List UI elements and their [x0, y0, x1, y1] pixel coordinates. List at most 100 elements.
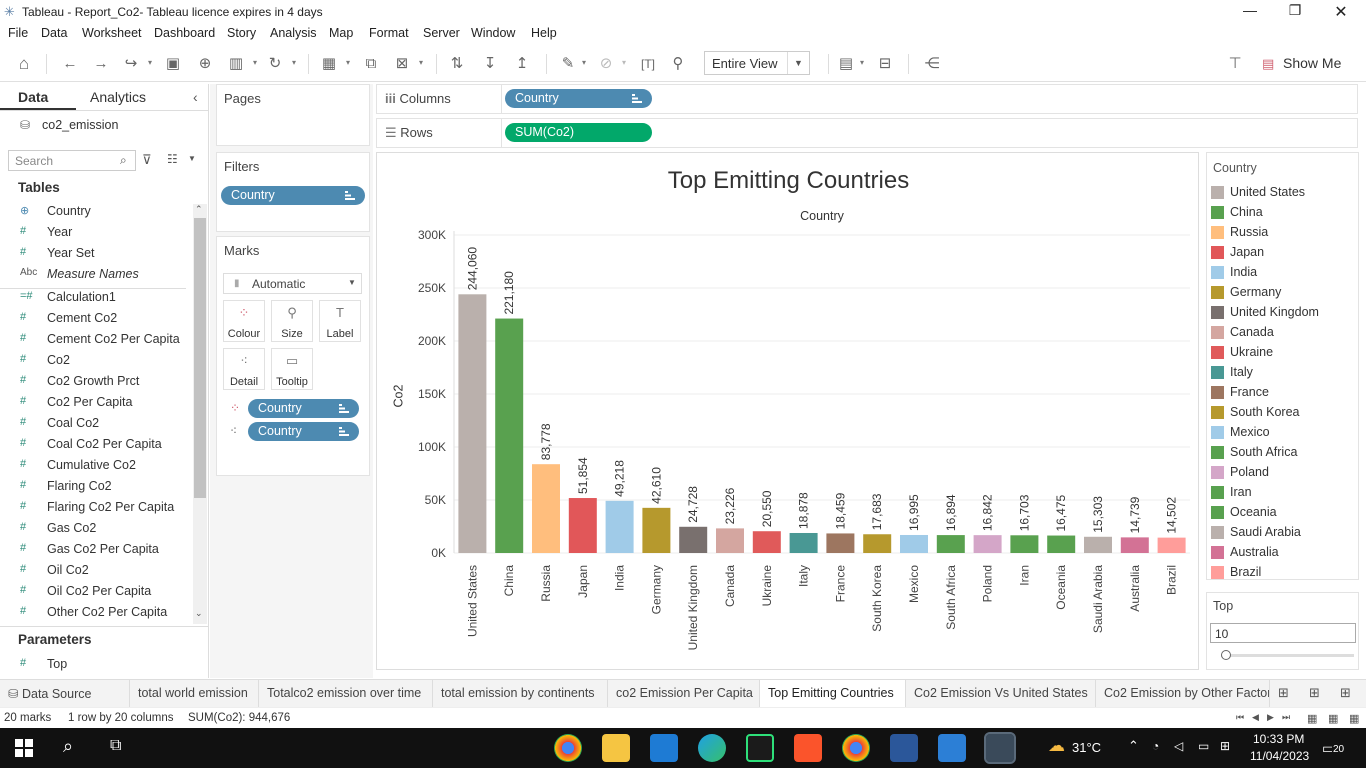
- chrome-icon[interactable]: [554, 734, 582, 762]
- nav-prev-icon[interactable]: ◀: [1252, 712, 1259, 722]
- field-item[interactable]: ⊕ Country: [0, 201, 190, 222]
- tab-sheet[interactable]: total world emission: [130, 680, 259, 707]
- volume-icon[interactable]: ◁: [1174, 739, 1184, 753]
- field-item[interactable]: # Gas Co2: [0, 518, 190, 539]
- menu-worksheet[interactable]: Worksheet: [82, 26, 142, 40]
- colour-button[interactable]: ⁘ Colour: [223, 300, 265, 342]
- field-item[interactable]: # Cumulative Co2: [0, 455, 190, 476]
- battery-icon[interactable]: ▭: [1198, 739, 1210, 753]
- show-labels-icon[interactable]: [T]: [641, 57, 655, 71]
- menu-help[interactable]: Help: [531, 26, 557, 40]
- home-icon[interactable]: ⌂: [18, 54, 30, 73]
- format-painter-icon[interactable]: ⊤: [1228, 55, 1242, 72]
- windows-start-icon[interactable]: [15, 739, 33, 757]
- tab-analytics[interactable]: Analytics: [90, 89, 147, 105]
- show-me-button[interactable]: Show Me: [1283, 55, 1342, 71]
- language-icon[interactable]: ⊞: [1220, 739, 1231, 753]
- field-item[interactable]: # Coal Co2: [0, 413, 190, 434]
- tab-data[interactable]: Data: [0, 84, 76, 110]
- tab-sheet[interactable]: Co2 Emission by Other Factor: [1096, 680, 1270, 707]
- notification-icon[interactable]: ▭: [1322, 740, 1336, 756]
- columns-pill-country[interactable]: Country: [505, 89, 652, 108]
- menu-map[interactable]: Map: [329, 26, 354, 40]
- nav-first-icon[interactable]: ⏮: [1236, 712, 1245, 722]
- new-story-tab-icon[interactable]: ⊞: [1340, 685, 1351, 700]
- swap-icon[interactable]: ⇅: [450, 55, 464, 72]
- clear-sheet-icon[interactable]: ⊠: [395, 55, 409, 72]
- tab-sheet-active[interactable]: Top Emitting Countries: [760, 680, 906, 707]
- close-icon[interactable]: ✕: [1334, 4, 1348, 21]
- list-view-icon[interactable]: ▦: [1328, 713, 1339, 725]
- wifi-icon[interactable]: ◔: [1152, 739, 1160, 753]
- field-item[interactable]: # Co2 Per Capita: [0, 392, 190, 413]
- size-button[interactable]: ⚲ Size: [271, 300, 313, 342]
- filter-icon[interactable]: ⊽: [142, 152, 152, 167]
- search-input[interactable]: Search ⌕: [8, 150, 136, 171]
- duplicate-icon[interactable]: ⧉: [365, 55, 377, 72]
- field-item[interactable]: # Flaring Co2 Per Capita: [0, 497, 190, 518]
- show-cards-icon[interactable]: ▤: [838, 55, 854, 72]
- chrome-profile-icon[interactable]: [842, 734, 870, 762]
- field-item[interactable]: # Year Set: [0, 243, 190, 264]
- columns-shelf[interactable]: iii Columns Country: [376, 84, 1358, 114]
- new-worksheet-tab-icon[interactable]: ⊞: [1278, 685, 1289, 700]
- pycharm-icon[interactable]: [746, 734, 774, 762]
- pages-card[interactable]: Pages: [216, 84, 370, 146]
- tableau-taskbar-icon[interactable]: [984, 732, 1016, 764]
- menu-window[interactable]: Window: [471, 26, 516, 40]
- clock-time[interactable]: 10:33 PM: [1253, 732, 1305, 746]
- datasource-name[interactable]: co2_emission: [42, 118, 119, 132]
- top-parameter-input[interactable]: 10: [1210, 623, 1356, 643]
- sort-ascending-icon[interactable]: ↧: [483, 55, 497, 72]
- scrollbar[interactable]: ⌃ ⌄: [193, 204, 207, 624]
- mark-pill-detail-country[interactable]: Country: [248, 422, 359, 441]
- file-explorer-icon[interactable]: [602, 734, 630, 762]
- sort-descending-icon[interactable]: ↥: [515, 55, 529, 72]
- save-icon[interactable]: ▣: [165, 55, 181, 72]
- field-item[interactable]: Abc Measure Names: [0, 264, 190, 285]
- menu-analysis[interactable]: Analysis: [270, 26, 317, 40]
- field-item[interactable]: # Flaring Co2: [0, 476, 190, 497]
- collapse-icon[interactable]: ‹: [193, 89, 198, 105]
- field-item[interactable]: # Oil Co2: [0, 560, 190, 581]
- redo-icon[interactable]: →: [93, 55, 109, 72]
- highlight-icon[interactable]: ✎: [561, 55, 575, 72]
- field-item[interactable]: # Other Co2 Per Capita: [0, 602, 190, 623]
- rows-pill-sum-co2[interactable]: SUM(Co2): [505, 123, 652, 142]
- view-select[interactable]: Entire View ▼: [704, 51, 810, 75]
- chevron-down-icon[interactable]: ▼: [188, 154, 196, 163]
- list-view-icon[interactable]: ☷: [167, 152, 178, 166]
- grid-view-icon[interactable]: ▦: [1307, 713, 1318, 725]
- menu-file[interactable]: File: [8, 26, 29, 40]
- replay-icon[interactable]: ↪: [124, 55, 138, 72]
- field-item[interactable]: # Oil Co2 Per Capita: [0, 581, 190, 602]
- menu-server[interactable]: Server: [423, 26, 460, 40]
- nav-last-icon[interactable]: ⏭: [1282, 712, 1291, 722]
- share-icon[interactable]: ⋲: [924, 55, 940, 72]
- tab-sheet[interactable]: Co2 Emission Vs United States: [906, 680, 1096, 707]
- task-view-icon[interactable]: ⧉: [110, 737, 122, 754]
- menu-story[interactable]: Story: [227, 26, 257, 40]
- slider-handle[interactable]: [1221, 650, 1231, 660]
- tab-data-source[interactable]: ⛁ Data Source: [0, 680, 130, 707]
- new-datasource-icon[interactable]: ⊕: [198, 55, 212, 72]
- tooltip-button[interactable]: ▭ Tooltip: [271, 348, 313, 390]
- menu-dashboard[interactable]: Dashboard: [154, 26, 216, 40]
- tray-chevron-icon[interactable]: ⌃: [1128, 738, 1139, 753]
- minimize-icon[interactable]: —: [1243, 2, 1257, 18]
- field-item[interactable]: # Co2: [0, 350, 190, 371]
- photos-icon[interactable]: [938, 734, 966, 762]
- pause-updates-icon[interactable]: ▥: [228, 55, 244, 72]
- top-parameter-slider[interactable]: [1221, 654, 1354, 657]
- field-item[interactable]: # Cement Co2: [0, 308, 190, 329]
- new-dashboard-tab-icon[interactable]: ⊞: [1309, 685, 1320, 700]
- vscode-icon[interactable]: [650, 734, 678, 762]
- group-icon[interactable]: ⊘: [599, 55, 613, 72]
- edge-icon[interactable]: [698, 734, 726, 762]
- menu-format[interactable]: Format: [369, 26, 409, 40]
- weather-temp[interactable]: 31°C: [1072, 740, 1102, 755]
- new-worksheet-icon[interactable]: ▦: [321, 55, 337, 72]
- field-item[interactable]: # Co2 Growth Prct: [0, 371, 190, 392]
- field-item[interactable]: # Gas Co2 Per Capita: [0, 539, 190, 560]
- restore-icon[interactable]: ❐: [1288, 2, 1302, 18]
